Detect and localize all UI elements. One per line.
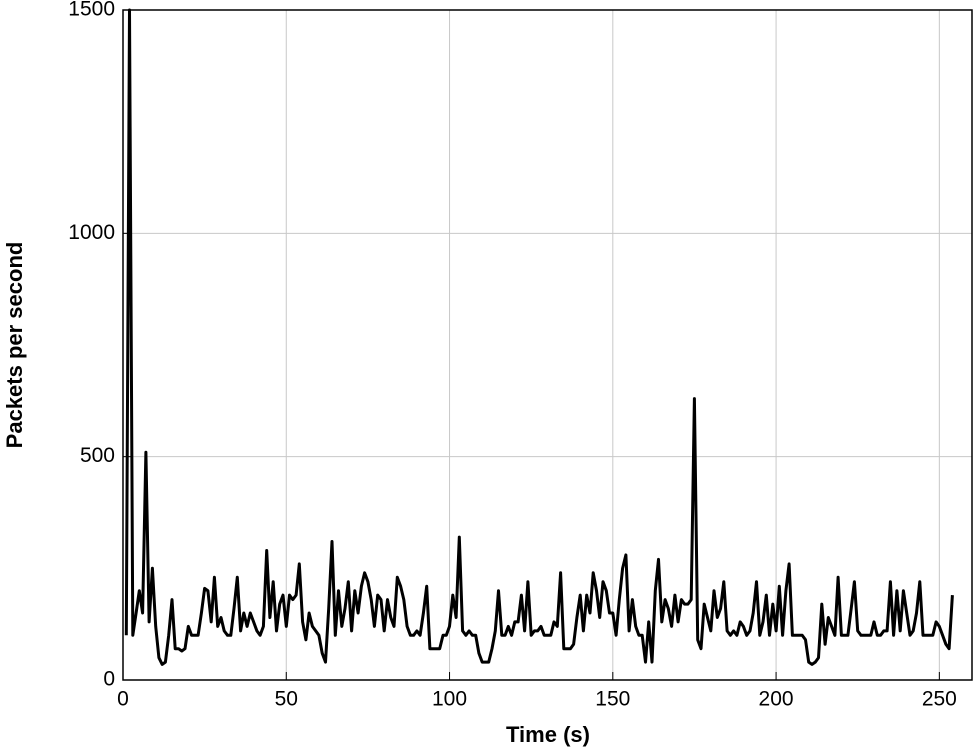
y-tick-label: 1500 (68, 0, 115, 21)
y-axis-label: Packets per second (2, 242, 27, 449)
plot-frame (122, 9, 973, 681)
data-line (124, 8, 954, 666)
y-tick-label: 1000 (68, 221, 115, 244)
x-tick-label: 200 (759, 688, 794, 711)
y-tick-label: 500 (80, 444, 115, 467)
x-tick-label: 100 (432, 688, 467, 711)
y-tick-label: 0 (103, 668, 115, 691)
x-axis-label: Time (s) (506, 722, 590, 747)
x-tick-label: 50 (275, 688, 298, 711)
x-tick-label: 250 (922, 688, 957, 711)
x-tick-label: 150 (595, 688, 630, 711)
x-tick-label: 0 (117, 688, 129, 711)
